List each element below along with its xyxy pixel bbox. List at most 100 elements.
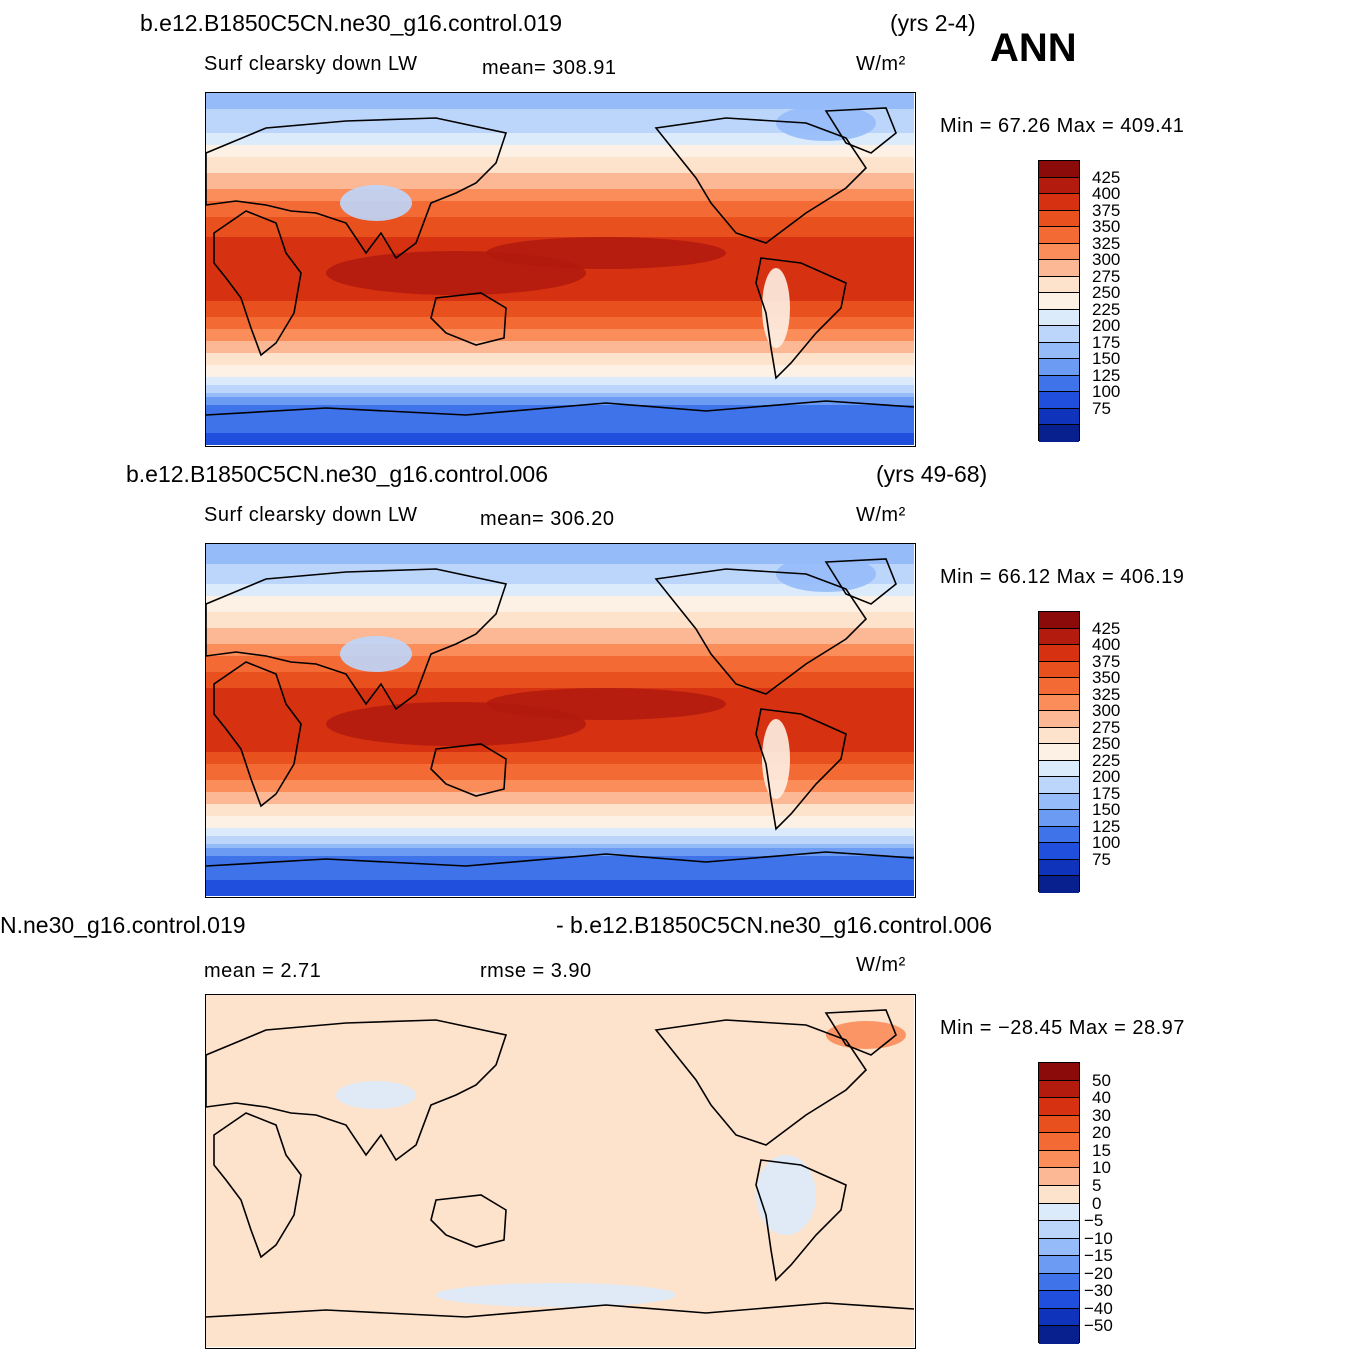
colorbar-tick-label: 200 [1092, 316, 1121, 336]
season-label: ANN [990, 26, 1077, 70]
field-band [206, 804, 914, 809]
colorbar-segment [1039, 1273, 1079, 1292]
panel3-case-left: N.ne30_g16.control.019 [0, 912, 246, 938]
colorbar-tick-label: 100 [1092, 833, 1121, 853]
field-band [206, 999, 914, 1004]
field-band [206, 544, 914, 549]
field-band [206, 800, 914, 805]
field-band [206, 441, 914, 445]
field-band [206, 189, 914, 194]
colorbar-tick-label: 150 [1092, 800, 1121, 820]
field-feature [762, 268, 790, 348]
field-band [206, 97, 914, 102]
field-band [206, 1015, 914, 1020]
field-band [206, 1163, 914, 1168]
field-band [206, 1267, 914, 1272]
field-band [206, 321, 914, 326]
field-band [206, 1319, 914, 1324]
field-band [206, 780, 914, 785]
field-band [206, 1003, 914, 1008]
field-feature [762, 719, 790, 799]
field-band [206, 616, 914, 621]
field-band [206, 333, 914, 338]
colorbar-segment [1039, 293, 1079, 310]
field-band [206, 205, 914, 210]
colorbar-segment [1039, 628, 1079, 646]
field-band [206, 768, 914, 773]
field-band [206, 560, 914, 565]
field-band [206, 353, 914, 358]
field-band [206, 201, 914, 206]
field-band [206, 357, 914, 362]
colorbar-tick-label: 100 [1092, 382, 1121, 402]
colorbar-tick-label: 175 [1092, 332, 1121, 352]
field-band [206, 217, 914, 222]
colorbar-segment [1039, 777, 1079, 794]
colorbar-segment [1039, 1185, 1079, 1204]
field-band [206, 604, 914, 609]
colorbar-segment [1039, 1256, 1079, 1274]
field-band [206, 1115, 914, 1120]
field-band [206, 165, 914, 170]
field-band [206, 1023, 914, 1028]
coastline [206, 117, 508, 260]
field-band [206, 101, 914, 106]
field-band [206, 568, 914, 573]
field-band [206, 161, 914, 166]
colorbar-segment [1039, 1063, 1079, 1081]
field-band [206, 1107, 914, 1112]
field-band [206, 1187, 914, 1192]
panel1-map [205, 92, 916, 447]
field-band [206, 680, 914, 685]
field-band [206, 1251, 914, 1256]
field-band [206, 892, 914, 896]
field-band [206, 632, 914, 637]
colorbar-tick-label: 200 [1092, 767, 1121, 787]
field-band [206, 564, 914, 569]
field-band [206, 1043, 914, 1048]
coastline [654, 1019, 868, 1146]
colorbar-segment [1039, 161, 1079, 178]
field-band [206, 872, 914, 877]
colorbar-segment [1039, 243, 1079, 261]
colorbar-tick-label: 225 [1092, 299, 1121, 319]
coastline [206, 568, 508, 711]
panel1-minmax: Min = 67.26 Max = 409.41 [940, 115, 1185, 137]
colorbar-tick-label: −30 [1084, 1281, 1113, 1301]
field-band [206, 425, 914, 430]
field-band [206, 93, 914, 98]
field-band [206, 1215, 914, 1220]
field-band [206, 824, 914, 829]
field-band [206, 289, 914, 294]
colorbar-segment [1039, 210, 1079, 228]
colorbar-segment [1039, 744, 1079, 761]
field-band [206, 1095, 914, 1100]
field-band [206, 229, 914, 234]
field-band [206, 1027, 914, 1032]
field-band [206, 672, 914, 677]
panel1-variable: Surf clearsky down LW [204, 53, 418, 75]
field-band [206, 429, 914, 434]
colorbar-segment [1039, 260, 1079, 277]
colorbar-tick-label: −20 [1084, 1263, 1113, 1283]
field-band [206, 1051, 914, 1056]
field-band [206, 1339, 914, 1344]
field-band [206, 668, 914, 673]
field-band [206, 325, 914, 330]
field-band [206, 820, 914, 825]
panel3-mean: mean = 2.71 [204, 960, 322, 982]
colorbar-segment [1039, 678, 1079, 695]
panel1-mean: mean= 308.91 [482, 57, 617, 79]
field-band [206, 169, 914, 174]
field-band [206, 864, 914, 869]
colorbar-segment [1039, 1098, 1079, 1116]
field-band [206, 756, 914, 761]
panel3-colorbar [1038, 1062, 1080, 1344]
field-band [206, 209, 914, 214]
field-feature [486, 237, 726, 269]
field-band [206, 876, 914, 881]
field-band [206, 1219, 914, 1224]
field-band [206, 433, 914, 438]
coastline [824, 558, 897, 605]
colorbar-segment [1039, 309, 1079, 327]
